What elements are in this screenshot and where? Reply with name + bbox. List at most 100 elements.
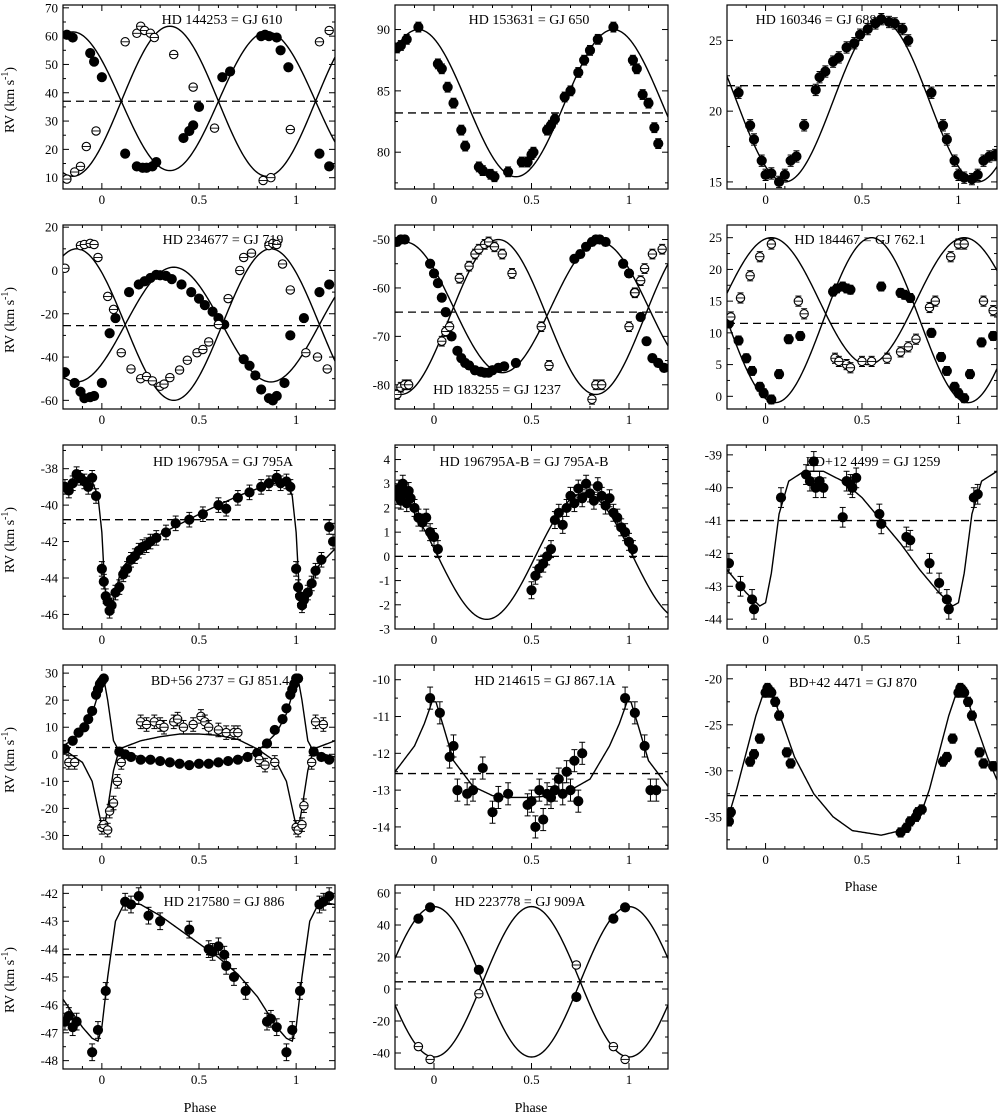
panel-title: HD 217580 = GJ 886: [164, 895, 285, 910]
rv-point-primary: [727, 807, 736, 818]
y-tick-label: -30: [705, 763, 722, 778]
y-tick-label: 60: [377, 886, 390, 901]
rv-point-primary: [773, 176, 785, 188]
rv-point-primary: [620, 693, 631, 704]
rv-point-primary: [538, 814, 549, 825]
y-tick-label: -10: [41, 774, 58, 789]
rv-point-primary: [561, 766, 572, 777]
rv-point-primary: [67, 735, 78, 746]
panel-9: 0 0.5 1 -44 -43 -42 -41 -40 -39 BD+12 4499 = GJ 1…: [705, 444, 998, 647]
x-tick-label: 0: [431, 1072, 438, 1087]
panel-title: BD+56 2737 = GJ 851.4: [151, 674, 289, 689]
rv-point-primary: [978, 758, 989, 769]
rv-point-primary: [561, 502, 572, 514]
rv-point-primary: [733, 87, 744, 98]
panel-title: HD 223778 = GJ 909A: [455, 895, 587, 910]
rv-point-primary: [428, 531, 440, 543]
rv-point-primary: [935, 351, 947, 363]
rv-point-primary: [972, 169, 983, 180]
rv-point-primary: [135, 754, 146, 765]
rv-point-primary: [489, 171, 500, 182]
x-tick-label: 0: [762, 412, 769, 427]
x-tick-label: 0: [99, 192, 106, 207]
x-tick-label: 1: [626, 412, 633, 427]
rv-point-primary: [160, 527, 172, 538]
rv-point-primary: [781, 747, 792, 758]
ylabel-row-4: RV (km s-1): [0, 727, 18, 793]
rv-point-primary: [770, 696, 781, 707]
rv-point-primary: [604, 493, 615, 504]
rv-point-primary: [285, 481, 296, 493]
rv-point-primary: [659, 362, 668, 373]
rv-point-primary: [92, 1024, 104, 1036]
rv-point-primary: [620, 527, 631, 538]
rv-point-primary: [631, 63, 642, 74]
y-tick-label: -10: [373, 672, 390, 687]
x-tick-label: 0.5: [523, 192, 539, 207]
rv-point-primary: [876, 518, 887, 529]
y-tick-label: -50: [373, 232, 390, 247]
y-tick-label: 15: [709, 294, 722, 309]
rv-point-primary: [83, 481, 94, 493]
x-tick-label: 1: [955, 412, 962, 427]
rv-point-primary: [432, 544, 443, 555]
rv-point-primary: [785, 758, 796, 769]
y-tick-label: 20: [709, 262, 722, 277]
x-tick-label: 0: [431, 192, 438, 207]
panel-14: 0 0.5 1 -40 -20 0 20 40 60 HD 223778 = GJ 909A: [373, 884, 669, 1087]
y-tick-label: 0: [384, 982, 391, 997]
rv-point-primary: [897, 23, 908, 35]
rv-point-primary: [96, 72, 107, 83]
rv-point-primary: [240, 985, 251, 997]
rv-point-primary: [553, 507, 564, 518]
rv-point-primary: [277, 714, 288, 725]
panel-frame: [394, 884, 669, 1070]
panel-4: 0 0.5 1 -60 -40 -20 0 20 HD 234677 = GJ 719: [41, 220, 336, 427]
x-tick-label: 1: [293, 852, 300, 867]
rv-point-primary: [395, 40, 406, 51]
x-tick-label: 0.5: [191, 852, 207, 867]
rv-point-primary: [499, 361, 510, 372]
y-tick-label: -80: [373, 377, 390, 392]
rv-point-primary: [637, 89, 648, 100]
rv-point-primary: [232, 754, 243, 765]
y-tick-label: -3: [379, 622, 390, 637]
x-tick-label: 0: [99, 1072, 106, 1087]
x-tick-label: 0: [431, 852, 438, 867]
rv-point-primary: [244, 487, 255, 498]
y-tick-label: 3: [384, 476, 391, 491]
rv-point-primary: [155, 755, 166, 767]
x-tick-label: 1: [626, 192, 633, 207]
rv-point-primary: [308, 746, 319, 757]
rv-point-primary: [862, 23, 873, 35]
rv-point-primary: [808, 456, 819, 467]
rv-point-primary: [559, 91, 570, 103]
y-tick-label: -43: [705, 579, 722, 594]
orbit-curve: [727, 236, 997, 366]
rv-point-primary: [745, 120, 756, 131]
orbit-curve: [63, 25, 335, 177]
rv-point-primary: [242, 751, 253, 763]
y-tick-label: -43: [41, 914, 58, 929]
rv-point-primary: [974, 747, 985, 758]
rv-point-primary: [627, 544, 639, 555]
rv-point-primary: [178, 132, 189, 144]
rv-point-primary: [87, 1047, 98, 1058]
rv-point-primary: [641, 336, 652, 347]
rv-point-primary: [184, 760, 195, 771]
rv-point-primary: [207, 306, 218, 317]
xlabel-col-2: Phase: [515, 1101, 548, 1116]
ylabel-row-1: RV (km s-1): [0, 67, 18, 133]
orbit-curve: [63, 733, 335, 833]
y-tick-label: 0: [52, 263, 59, 278]
rv-point-primary: [224, 66, 236, 77]
y-tick-label: -42: [705, 546, 722, 561]
panel-title: HD 144253 = GJ 610: [162, 13, 283, 28]
y-tick-label: 40: [377, 918, 390, 933]
rv-point-primary: [959, 393, 970, 404]
panel-2: 0 0.5 1 80 85 90 HD 153631 = GJ 650: [377, 4, 669, 207]
rv-point-primary: [125, 751, 137, 763]
y-tick-label: -20: [373, 1014, 390, 1029]
rv-point-primary: [926, 327, 937, 338]
rv-point-primary: [324, 279, 335, 290]
